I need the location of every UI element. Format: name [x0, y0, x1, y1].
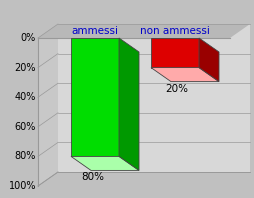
Polygon shape — [71, 156, 138, 170]
Text: 80%: 80% — [81, 172, 104, 182]
Polygon shape — [150, 68, 218, 82]
Polygon shape — [198, 38, 218, 82]
Bar — [150, 38, 198, 68]
Text: ammessi: ammessi — [71, 26, 118, 36]
Text: 40%: 40% — [14, 92, 36, 102]
Polygon shape — [119, 38, 138, 170]
Text: non ammessi: non ammessi — [139, 26, 209, 36]
Text: 60%: 60% — [14, 122, 36, 132]
Text: 0%: 0% — [21, 33, 36, 43]
Text: 80%: 80% — [14, 151, 36, 161]
Polygon shape — [58, 24, 249, 172]
Polygon shape — [38, 24, 249, 38]
Bar — [71, 38, 119, 156]
Text: 20%: 20% — [14, 63, 36, 73]
Text: 100%: 100% — [8, 181, 36, 191]
Text: 20%: 20% — [165, 84, 188, 94]
Polygon shape — [38, 24, 58, 186]
